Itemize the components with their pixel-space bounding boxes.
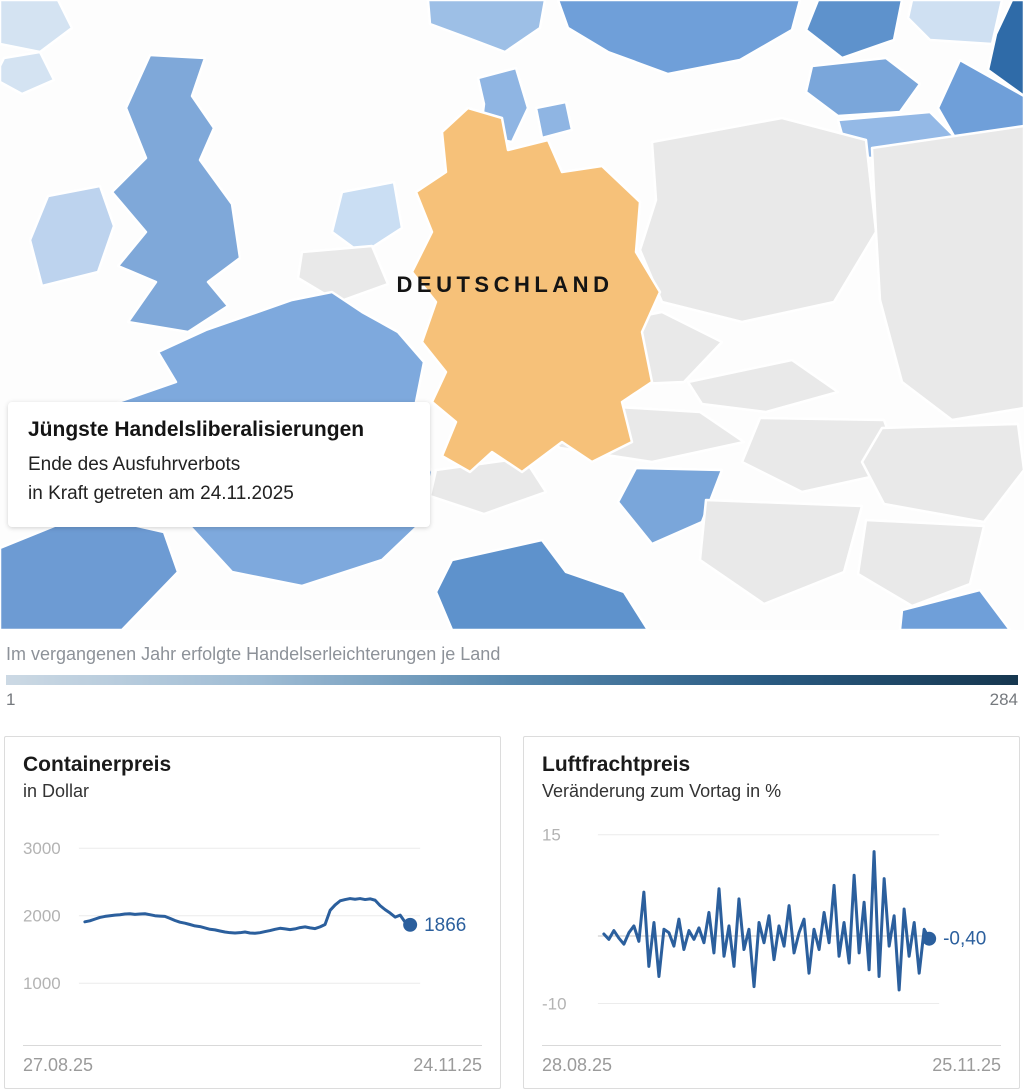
map-country: [986, 0, 1024, 98]
x-axis: 28.08.25 25.11.25: [542, 1045, 1001, 1076]
map-country: [0, 50, 56, 96]
svg-text:1866: 1866: [424, 915, 466, 936]
map-country: [856, 518, 986, 608]
map-country: [0, 0, 74, 54]
info-box-line: Ende des Ausfuhrverbots: [28, 454, 241, 475]
choropleth-legend: Im vergangenen Jahr erfolgte Handelserle…: [0, 630, 1024, 710]
x-axis-end-label: 24.11.25: [413, 1055, 482, 1075]
map-country: [28, 184, 116, 288]
info-box-title: Jüngste Handelsliberalisierungen: [28, 418, 365, 441]
map-country: [860, 422, 1024, 524]
info-box-line: in Kraft getreten am 24.11.2025: [28, 483, 294, 505]
map-country: [638, 116, 878, 324]
chart-subtitle: Veränderung zum Vortag in %: [542, 781, 782, 801]
europe-map-canvas: DEUTSCHLAND: [0, 0, 1024, 630]
container-price-card: Containerpreis in Dollar 3000 2000 1000 186…: [4, 736, 501, 1089]
map-country: [556, 0, 802, 76]
chart-subtitle: in Dollar: [23, 781, 90, 801]
map-country: [870, 124, 1024, 422]
chart-title: Luftfrachtpreis: [542, 753, 691, 776]
map-country: [534, 100, 574, 140]
map-country: [434, 538, 650, 630]
legend-gradient-bar: [6, 675, 1018, 685]
map-info-box: Jüngste Handelsliberalisierungen Ende de…: [8, 402, 430, 527]
map-country: [296, 244, 390, 304]
chart-title: Containerpreis: [23, 753, 172, 776]
svg-text:1000: 1000: [23, 974, 61, 993]
map-country: [906, 0, 1004, 46]
x-axis-start-label: 28.08.25: [542, 1055, 613, 1075]
map-country: [804, 0, 904, 60]
svg-text:3000: 3000: [23, 839, 61, 858]
container-price-chart: 3000 2000 1000 1866: [23, 839, 466, 993]
map-country-label: DEUTSCHLAND: [397, 272, 614, 297]
air-freight-chart: 15 -10 -0,40: [542, 826, 986, 1014]
x-axis: 27.08.25 24.11.25: [23, 1045, 482, 1076]
air-freight-card: Luftfrachtpreis Veränderung zum Vortag i…: [523, 736, 1020, 1089]
chart-cards-row: Containerpreis in Dollar 3000 2000 1000 186…: [0, 736, 1024, 1089]
svg-text:2000: 2000: [23, 907, 61, 926]
map-country: [686, 358, 840, 414]
map-country-germany: [410, 106, 662, 474]
x-axis-start-label: 27.08.25: [23, 1055, 94, 1075]
legend-max-value: 284: [989, 690, 1018, 709]
svg-text:-10: -10: [542, 995, 567, 1014]
svg-text:-0,40: -0,40: [943, 929, 986, 950]
legend-min-value: 1: [6, 690, 16, 709]
svg-text:15: 15: [542, 826, 561, 845]
europe-map: DEUTSCHLAND Jüngste Handelsliberalisieru…: [0, 0, 1024, 630]
map-country: [804, 56, 922, 118]
map-country: [698, 498, 864, 606]
map-country: [740, 416, 904, 494]
legend-label: Im vergangenen Jahr erfolgte Handelserle…: [6, 644, 501, 664]
x-axis-end-label: 25.11.25: [932, 1055, 1001, 1075]
map-country: [426, 0, 547, 54]
map-country: [110, 53, 242, 334]
map-country: [898, 588, 1012, 630]
map-country: [616, 466, 724, 546]
map-country: [330, 180, 404, 256]
